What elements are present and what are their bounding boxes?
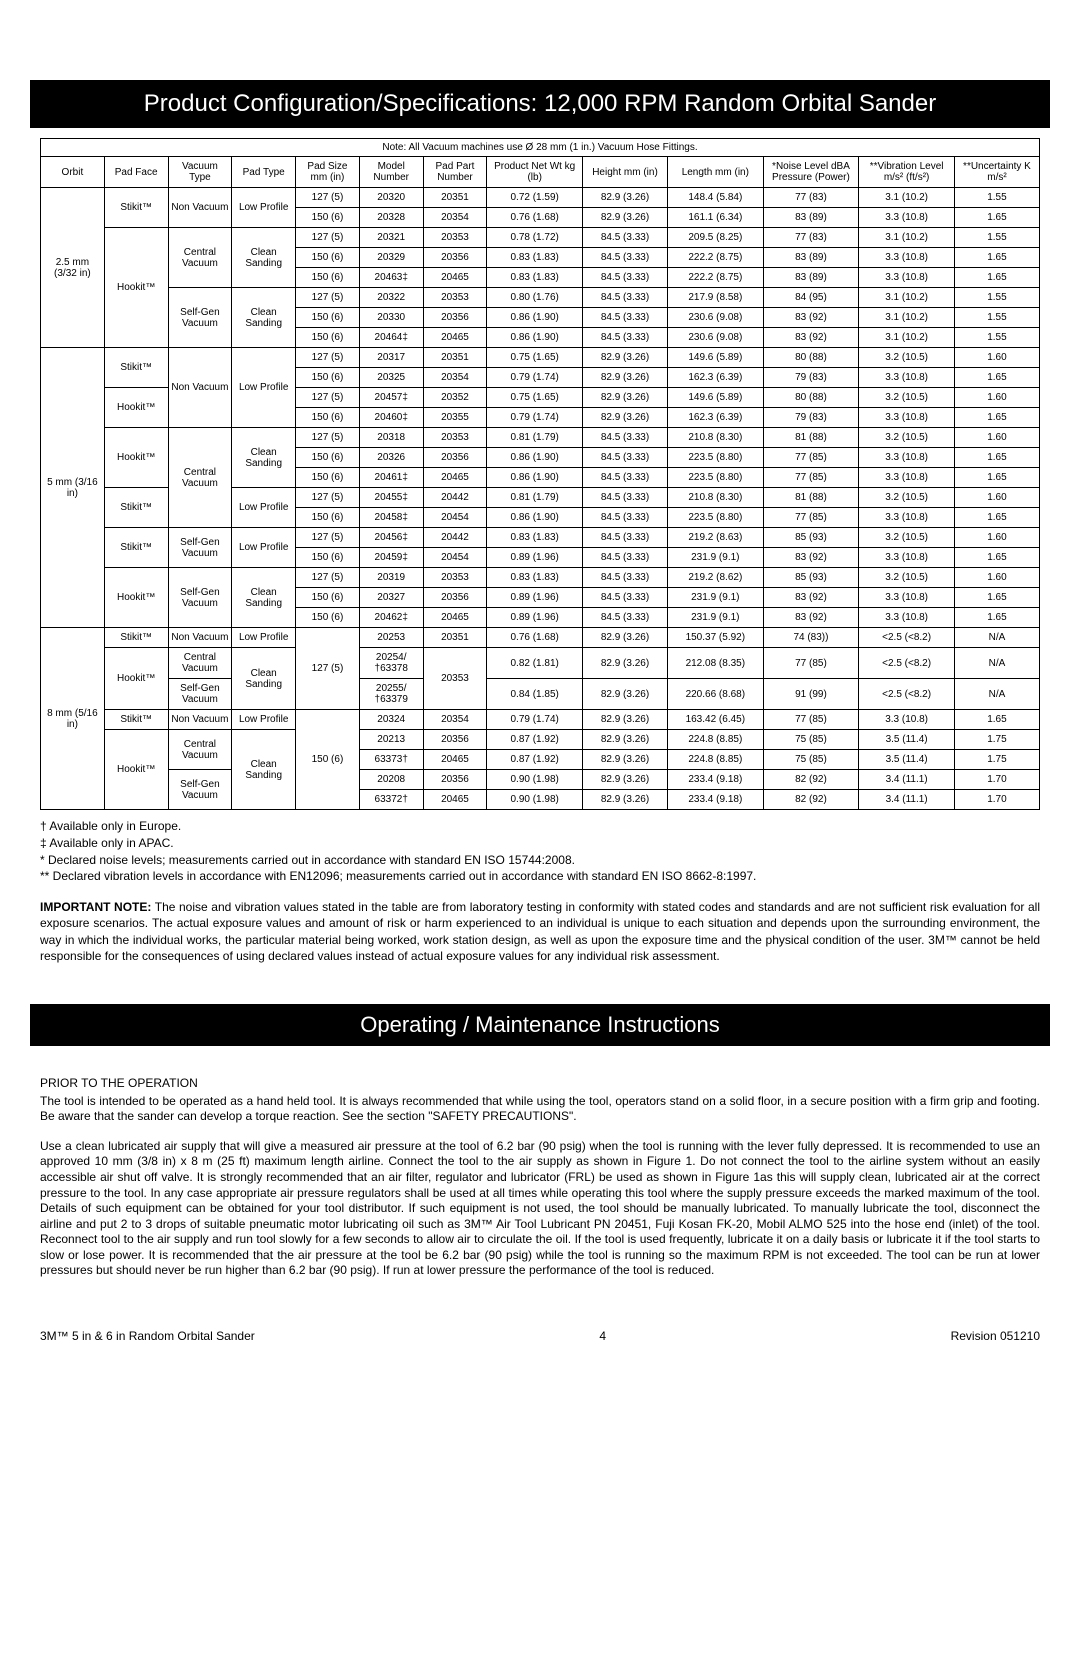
table-note: Note: All Vacuum machines use Ø 28 mm (1…: [41, 139, 1040, 157]
spec-table-wrap: Note: All Vacuum machines use Ø 28 mm (1…: [40, 138, 1040, 810]
page-footer: 3M™ 5 in & 6 in Random Orbital Sander 4 …: [40, 1329, 1040, 1343]
footer-right: Revision 051210: [951, 1329, 1040, 1343]
section-bar: Operating / Maintenance Instructions: [30, 1004, 1050, 1046]
title-bar: Product Configuration/Specifications: 12…: [30, 80, 1050, 128]
footer-left: 3M™ 5 in & 6 in Random Orbital Sander: [40, 1329, 255, 1343]
header-row: OrbitPad FaceVacuum TypePad Type Pad Siz…: [41, 157, 1040, 188]
body-text: PRIOR TO THE OPERATION The tool is inten…: [40, 1076, 1040, 1279]
spec-table: Note: All Vacuum machines use Ø 28 mm (1…: [40, 138, 1040, 810]
footnote-3: * Declared noise levels; measurements ca…: [40, 852, 1040, 869]
footnote-1: † Available only in Europe.: [40, 818, 1040, 835]
footer-center: 4: [599, 1329, 606, 1343]
body-p1: The tool is intended to be operated as a…: [40, 1094, 1040, 1125]
important-text: The noise and vibration values stated in…: [40, 900, 1040, 963]
footnotes: † Available only in Europe. ‡ Available …: [40, 818, 1040, 885]
footnote-4: ** Declared vibration levels in accordan…: [40, 868, 1040, 885]
footnote-2: ‡ Available only in APAC.: [40, 835, 1040, 852]
prior-label: PRIOR TO THE OPERATION: [40, 1076, 1040, 1092]
body-p2: Use a clean lubricated air supply that w…: [40, 1139, 1040, 1279]
important-label: IMPORTANT NOTE:: [40, 900, 151, 914]
important-note: IMPORTANT NOTE: The noise and vibration …: [40, 899, 1040, 964]
